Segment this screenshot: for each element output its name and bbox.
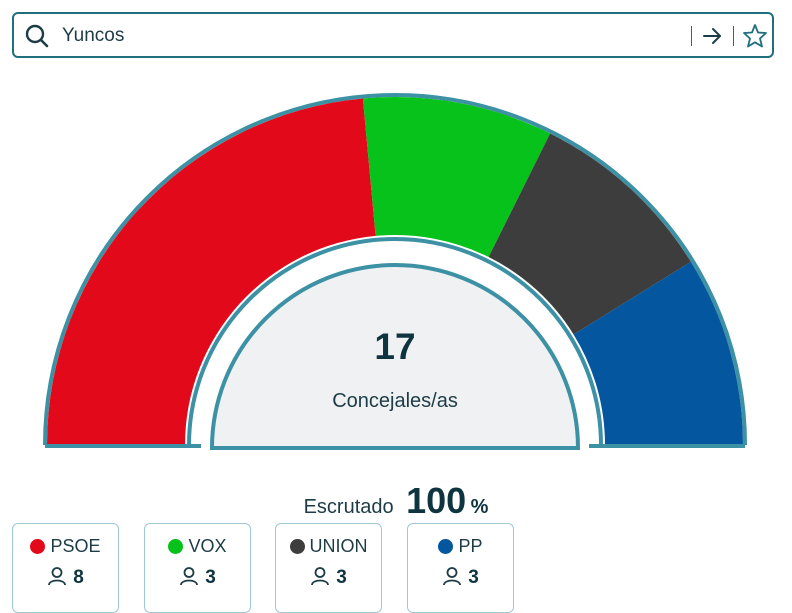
- total-seats-value: 17: [374, 326, 416, 367]
- divider: [733, 26, 734, 46]
- outer-ring: [43, 93, 747, 446]
- party-color-dot: [168, 539, 184, 554]
- segment-pp: [573, 261, 743, 445]
- party-color-dot: [438, 539, 454, 554]
- seats-row: 3: [408, 566, 513, 589]
- person-icon: [443, 567, 462, 586]
- total-seats-label: Concejales/as: [332, 390, 458, 412]
- search-input[interactable]: [62, 22, 662, 50]
- party-row: UNION: [276, 536, 381, 557]
- person-icon: [180, 567, 199, 586]
- party-color-dot: [289, 539, 305, 554]
- party-card-vox[interactable]: VOX 3: [144, 523, 251, 613]
- inner-ring: [187, 237, 603, 446]
- seat-count: 8: [73, 567, 84, 588]
- party-card-pp[interactable]: PP 3: [407, 523, 514, 613]
- segment-vox: [362, 97, 551, 258]
- party-row: PP: [408, 536, 513, 557]
- party-name: UNION: [309, 536, 368, 556]
- party-color-dot: [30, 539, 46, 554]
- seat-count: 3: [205, 567, 216, 588]
- party-name: PSOE: [50, 536, 101, 556]
- person-icon: [48, 567, 67, 586]
- scrutiny-unit: %: [470, 496, 489, 518]
- party-row: PSOE: [13, 536, 118, 557]
- search-bar: [12, 12, 774, 58]
- search-icon[interactable]: [24, 23, 50, 49]
- arrow-right-icon[interactable]: [697, 22, 727, 50]
- scrutiny-value: 100: [406, 480, 467, 521]
- seat-count: 3: [336, 567, 347, 588]
- hemicycle-chart: [43, 93, 747, 450]
- seats-row: 3: [145, 566, 250, 589]
- segment-psoe: [47, 98, 376, 446]
- party-row: VOX: [145, 536, 250, 557]
- scrutiny-status: Escrutado 100 %: [0, 480, 792, 522]
- divider: [691, 26, 692, 46]
- party-card-psoe[interactable]: PSOE 8: [12, 523, 119, 613]
- scrutiny-label: Escrutado: [303, 496, 394, 518]
- party-card-union[interactable]: UNION 3: [275, 523, 382, 613]
- seat-count: 3: [468, 567, 479, 588]
- seats-row: 3: [276, 566, 381, 589]
- star-icon[interactable]: [740, 22, 770, 50]
- party-name: VOX: [188, 536, 227, 556]
- party-name: PP: [458, 536, 483, 556]
- segment-union: [488, 133, 691, 335]
- seats-row: 8: [13, 566, 118, 589]
- center-panel: [209, 263, 581, 450]
- person-icon: [311, 567, 330, 586]
